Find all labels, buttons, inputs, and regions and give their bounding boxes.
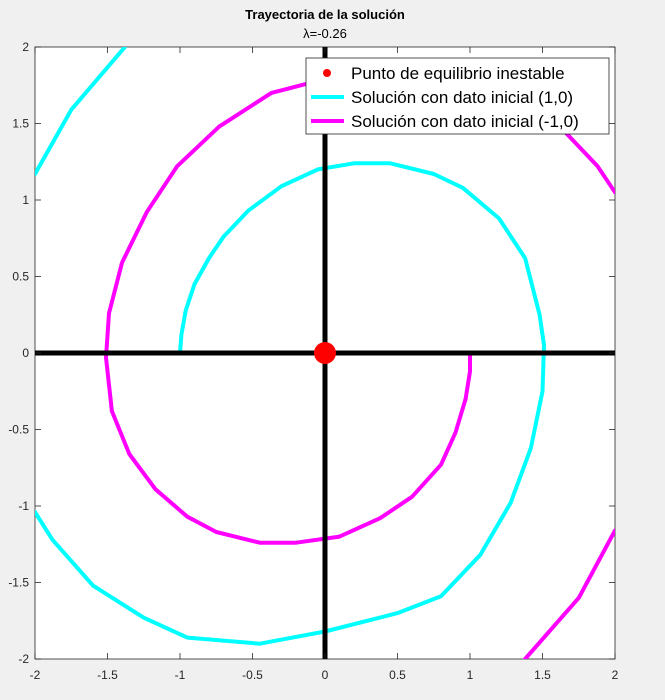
x-tick-label: 1 (467, 668, 474, 682)
y-tick-label: -1.5 (8, 576, 29, 590)
series-1-segment-0 (35, 161, 546, 646)
x-tick-label: -1.5 (97, 668, 118, 682)
x-tick-label: -2 (30, 668, 41, 682)
y-tick-label: -0.5 (8, 423, 29, 437)
x-tick-label: 1.5 (534, 668, 551, 682)
series-2-segment-1 (555, 121, 615, 195)
legend-box (305, 57, 610, 135)
legend-marker-point (323, 69, 331, 77)
chart-title: Trayectoria de la solución (245, 7, 405, 22)
y-tick-label: 0.5 (12, 270, 29, 284)
equilibrium-point-0 (314, 342, 336, 364)
y-axis-ticks: 2 1.5 1 0.5 0 -0.5 -1 -1.5 -2 (8, 40, 615, 666)
series-2-segment-2 (523, 528, 615, 659)
y-tick-label: -2 (18, 652, 29, 666)
y-tick-label: -1 (18, 499, 29, 513)
x-tick-label: -0.5 (242, 668, 263, 682)
x-tick-label: 0 (322, 668, 329, 682)
y-tick-label: 0 (22, 346, 29, 360)
series-2-segment-0 (104, 77, 472, 545)
legend-label: Solución con dato inicial (-1,0) (351, 112, 579, 131)
series-curves (35, 47, 615, 659)
chart-subtitle: λ=-0.26 (303, 26, 347, 41)
equilibrium-points (314, 342, 336, 364)
y-tick-label: 2 (22, 40, 29, 54)
legend-label: Solución con dato inicial (1,0) (351, 88, 573, 107)
y-tick-label: 1.5 (12, 117, 29, 131)
x-axis-ticks: -2 -1.5 -1 -0.5 0 0.5 1 1.5 2 (30, 47, 619, 682)
x-tick-label: 2 (612, 668, 619, 682)
x-tick-label: 0.5 (389, 668, 406, 682)
series-1-segment-1 (35, 47, 127, 176)
x-tick-label: -1 (175, 668, 186, 682)
y-tick-label: 1 (22, 193, 29, 207)
legend-label: Punto de equilibrio inestable (351, 64, 565, 83)
legend: Punto de equilibrio inestable Solución co… (305, 57, 610, 135)
